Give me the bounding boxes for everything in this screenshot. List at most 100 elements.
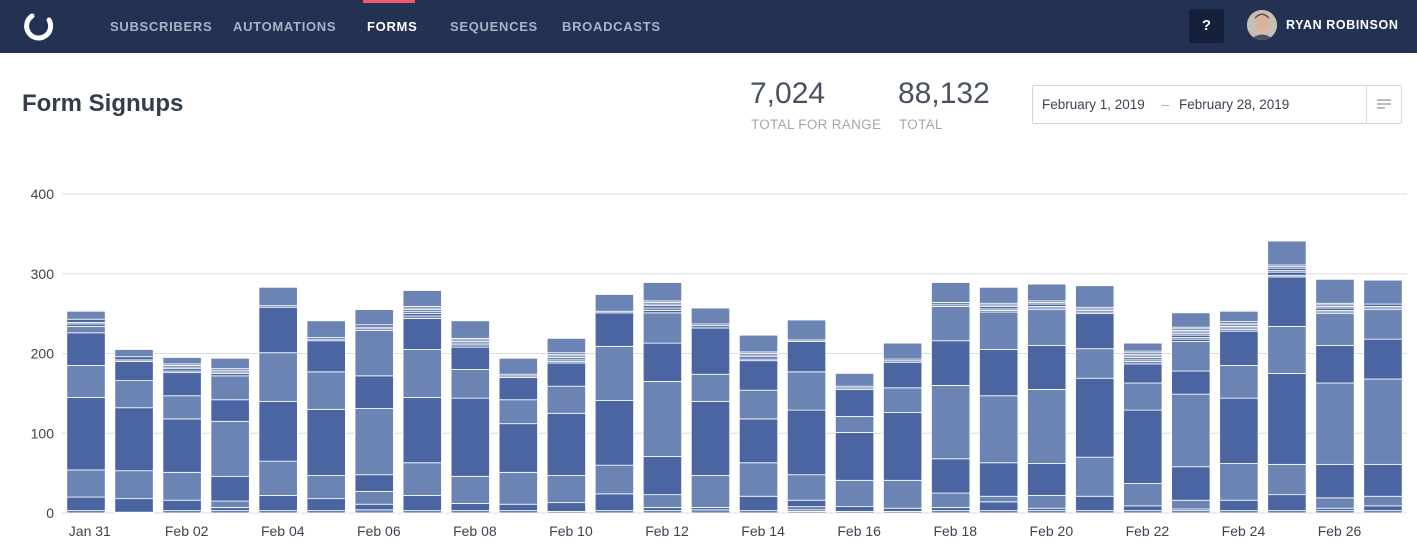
bar-segment <box>1219 463 1259 501</box>
filter-lines-icon <box>1377 99 1391 109</box>
start-date[interactable]: February 1, 2019 <box>1042 97 1145 112</box>
bar-segment <box>1171 393 1211 468</box>
bar-segment <box>1171 312 1211 328</box>
nav-automations[interactable]: AUTOMATIONS <box>233 19 337 34</box>
y-tick-label: 0 <box>46 505 54 521</box>
total-for-range-value: 7,024 <box>750 77 826 110</box>
bar-segment <box>786 506 827 511</box>
convertkit-logo-icon[interactable] <box>22 10 56 42</box>
bar-segment <box>642 507 683 512</box>
bar-segment <box>210 375 250 401</box>
x-tick-label: Feb 06 <box>357 523 401 539</box>
bar-segment <box>979 395 1019 464</box>
x-tick-label: Feb 10 <box>549 523 593 539</box>
bar-segment <box>450 369 490 399</box>
nav-subscribers[interactable]: SUBSCRIBERS <box>110 19 213 34</box>
bar-segment <box>1219 310 1259 322</box>
bar-segment <box>210 507 250 512</box>
bar-segment <box>402 462 442 496</box>
nav-broadcasts[interactable]: BROADCASTS <box>562 19 661 34</box>
page-title: Form Signups <box>22 90 184 117</box>
bar-segment <box>738 495 779 512</box>
bar-segment <box>883 387 923 413</box>
bar-segment <box>1267 373 1307 465</box>
bar-segment <box>594 493 635 512</box>
bar-segment <box>642 312 683 344</box>
bar-segment <box>306 498 346 512</box>
y-tick-label: 300 <box>31 266 55 282</box>
bar-segment <box>546 362 586 387</box>
bar-segment <box>1075 377 1115 458</box>
bar-segment <box>66 496 106 512</box>
bar-segment <box>66 469 106 498</box>
date-box-divider <box>1366 86 1367 123</box>
bar-segment <box>1267 494 1307 512</box>
date-range-picker[interactable]: February 1, 2019 – February 28, 2019 <box>1032 85 1402 124</box>
bar-segment <box>1171 466 1211 501</box>
bar-segment <box>979 286 1019 304</box>
bar-segment <box>1123 409 1163 484</box>
x-tick-label: Feb 22 <box>1126 523 1170 539</box>
user-avatar[interactable] <box>1247 10 1277 40</box>
total-label: TOTAL <box>899 117 943 132</box>
bar-segment <box>1315 463 1355 499</box>
date-separator: – <box>1162 97 1170 112</box>
bar-segment <box>738 334 779 353</box>
bar-segment <box>1219 397 1259 464</box>
x-tick-label: Feb 08 <box>453 523 497 539</box>
bar-segment <box>1267 240 1307 266</box>
bar-segment <box>258 352 298 402</box>
bar-segment <box>642 381 683 457</box>
bar-segment <box>450 346 490 370</box>
bar-segment <box>1267 463 1307 496</box>
top-navigation-bar: SUBSCRIBERS AUTOMATIONS FORMS SEQUENCES … <box>0 0 1417 53</box>
bar-segment <box>306 371 346 410</box>
nav-forms[interactable]: FORMS <box>367 19 418 34</box>
bar-segment <box>114 407 154 472</box>
bar-segment <box>1123 505 1163 512</box>
x-tick-label: Feb 04 <box>261 523 305 539</box>
bar-segment <box>450 475 490 504</box>
bar-segment <box>931 492 971 508</box>
y-tick-label: 400 <box>31 186 55 202</box>
bar-segment <box>402 495 442 512</box>
bar-segment <box>931 458 971 494</box>
bar-segment <box>786 474 827 501</box>
user-menu-name[interactable]: RYAN ROBINSON <box>1286 18 1399 32</box>
bar-segment <box>1075 285 1115 308</box>
bar-segment <box>354 309 394 326</box>
bar-segment <box>258 495 298 512</box>
bar-segment <box>1219 499 1259 512</box>
bar-segment <box>114 380 154 409</box>
bar-segment <box>1315 313 1355 346</box>
bar-segment <box>979 462 1019 497</box>
bar-segment <box>258 306 298 354</box>
bar-segment <box>690 400 731 476</box>
bar-segment <box>834 432 875 481</box>
bar-segment <box>498 357 538 375</box>
bar-segment <box>546 337 586 354</box>
bar-segment <box>258 460 298 496</box>
total-value: 88,132 <box>898 77 990 110</box>
bar-segment <box>738 418 779 464</box>
bar-segment <box>114 356 154 361</box>
end-date[interactable]: February 28, 2019 <box>1179 97 1290 112</box>
bar-segment <box>690 373 731 402</box>
bar-segment <box>66 310 106 320</box>
nav-sequences[interactable]: SEQUENCES <box>450 19 538 34</box>
bar-segment <box>498 423 538 473</box>
bar-segment <box>114 349 154 358</box>
bar-segment <box>1219 365 1259 399</box>
bar-segment <box>1075 348 1115 379</box>
filter-button[interactable] <box>1367 86 1401 123</box>
bar-segment <box>1171 370 1211 395</box>
bar-segment <box>354 503 394 511</box>
bar-segment <box>979 311 1019 350</box>
bar-segment <box>1219 330 1259 366</box>
bar-segment <box>690 475 731 508</box>
bar-segment <box>642 494 683 508</box>
bar-segment <box>1363 279 1403 305</box>
bar-segment <box>1075 456 1115 497</box>
bar-segment <box>162 499 202 512</box>
help-button[interactable]: ? <box>1189 9 1224 43</box>
